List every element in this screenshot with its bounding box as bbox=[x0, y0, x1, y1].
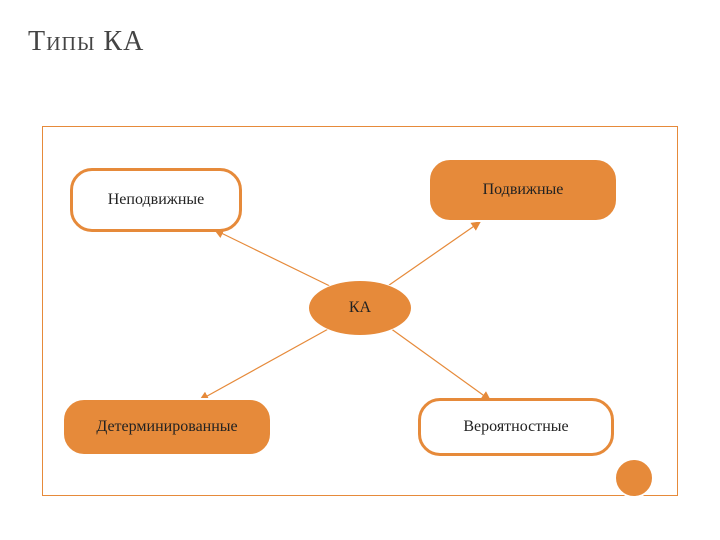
center-node: КА bbox=[308, 280, 412, 336]
node-bottom-left: Детерминированные bbox=[62, 398, 272, 456]
page-title: Типы КА bbox=[28, 26, 144, 58]
node-top-left: Неподвижные bbox=[70, 168, 242, 232]
node-top-right: Подвижные bbox=[428, 158, 618, 222]
corner-decoration bbox=[614, 458, 654, 498]
node-bottom-right: Вероятностные bbox=[418, 398, 614, 456]
